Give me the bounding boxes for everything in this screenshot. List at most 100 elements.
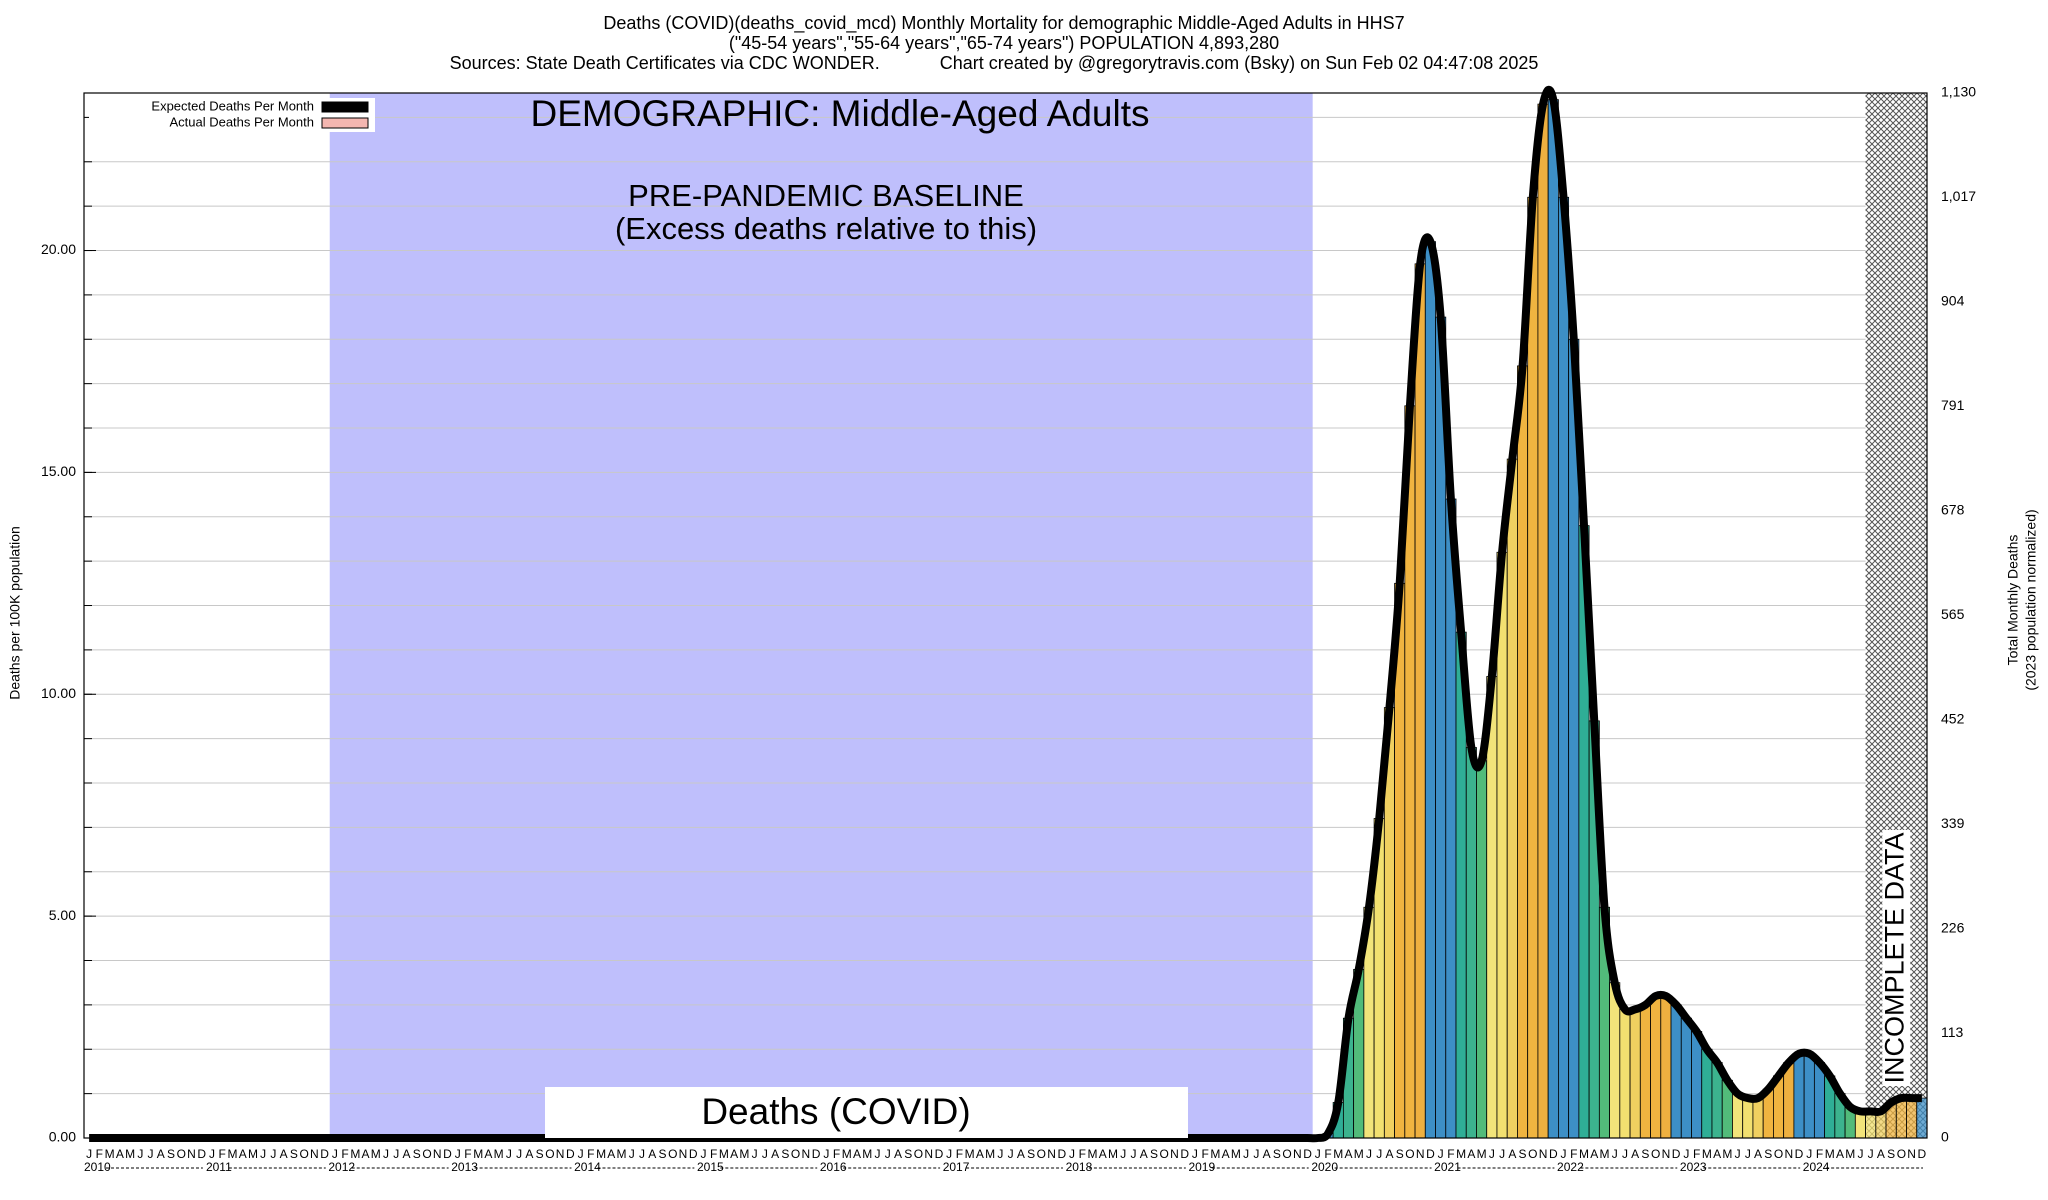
x-month-label: M — [1108, 1147, 1118, 1161]
x-month-label: D — [1180, 1147, 1189, 1161]
chart-title: Sources: State Death Certificates via CD… — [450, 53, 1539, 73]
y2-tick-label: 791 — [1941, 397, 1965, 413]
x-month-label: A — [239, 1147, 247, 1161]
x-month-label: N — [1416, 1147, 1425, 1161]
bar — [1639, 1004, 1651, 1139]
x-month-label: O — [1651, 1147, 1660, 1161]
x-month-label: M — [842, 1147, 852, 1161]
x-month-label: A — [1099, 1147, 1107, 1161]
x-month-label: J — [1192, 1147, 1198, 1161]
bar — [1414, 263, 1426, 1139]
x-month-label: M — [1599, 1147, 1609, 1161]
x-month-label: D — [689, 1147, 698, 1161]
x-month-label: J — [383, 1147, 389, 1161]
x-month-label: J — [1683, 1147, 1689, 1161]
bar — [1732, 1093, 1744, 1139]
x-month-label: O — [914, 1147, 923, 1161]
x-month-label: D — [1918, 1147, 1927, 1161]
x-month-label: F — [1324, 1147, 1331, 1161]
x-month-label: J — [1868, 1147, 1874, 1161]
x-month-label: A — [1140, 1147, 1148, 1161]
x-month-label: F — [464, 1147, 471, 1161]
x-month-label: O — [668, 1147, 677, 1161]
x-year-label: 2013 — [451, 1160, 478, 1174]
x-month-label: N — [1539, 1147, 1548, 1161]
x-month-label: J — [885, 1147, 891, 1161]
x-month-label: S — [1027, 1147, 1035, 1161]
x-month-label: A — [280, 1147, 288, 1161]
x-month-label: J — [332, 1147, 338, 1161]
bar — [1537, 103, 1549, 1139]
x-month-label: J — [629, 1147, 635, 1161]
bar — [1752, 1097, 1764, 1139]
x-month-label: O — [1160, 1147, 1169, 1161]
x-month-label: O — [1528, 1147, 1537, 1161]
x-month-label: F — [1816, 1147, 1823, 1161]
x-month-label: J — [1130, 1147, 1136, 1161]
y2-tick-label: 0 — [1941, 1129, 1949, 1145]
x-month-label: N — [924, 1147, 933, 1161]
x-year-label: 2017 — [943, 1160, 970, 1174]
x-month-label: A — [157, 1147, 165, 1161]
x-month-label: J — [752, 1147, 758, 1161]
x-month-label: D — [1549, 1147, 1558, 1161]
x-month-label: A — [1385, 1147, 1393, 1161]
measure-box — [545, 1087, 1188, 1138]
x-month-label: N — [1662, 1147, 1671, 1161]
x-month-label: J — [137, 1147, 143, 1161]
x-month-label: D — [320, 1147, 329, 1161]
x-month-label: D — [197, 1147, 206, 1161]
x-month-label: S — [536, 1147, 544, 1161]
x-month-label: M — [1333, 1147, 1343, 1161]
legend-swatch — [321, 101, 369, 113]
x-month-label: S — [1396, 1147, 1404, 1161]
bar — [1547, 99, 1559, 1139]
x-month-label: O — [1405, 1147, 1414, 1161]
x-month-label: F — [833, 1147, 840, 1161]
legend-swatch — [321, 117, 369, 129]
x-month-label: M — [1088, 1147, 1098, 1161]
x-month-label: M — [1702, 1147, 1712, 1161]
x-month-label: N — [556, 1147, 565, 1161]
x-month-label: M — [1825, 1147, 1835, 1161]
x-month-label: J — [260, 1147, 266, 1161]
x-month-label: J — [875, 1147, 881, 1161]
x-month-label: S — [1273, 1147, 1281, 1161]
x-month-label: N — [1784, 1147, 1793, 1161]
bar — [1742, 1097, 1754, 1139]
x-year-label: 2019 — [1188, 1160, 1215, 1174]
x-month-label: A — [771, 1147, 779, 1161]
chart-title: Deaths (COVID)(deaths_covid_mcd) Monthly… — [603, 13, 1404, 34]
x-month-label: J — [148, 1147, 154, 1161]
x-month-label: O — [1897, 1147, 1906, 1161]
x-month-label: A — [1263, 1147, 1271, 1161]
x-month-label: F — [1079, 1147, 1086, 1161]
chart-title: ("45-54 years","55-64 years","65-74 year… — [729, 33, 1279, 53]
x-month-label: M — [719, 1147, 729, 1161]
x-month-label: N — [1907, 1147, 1916, 1161]
x-month-label: O — [299, 1147, 308, 1161]
x-month-label: F — [1693, 1147, 1700, 1161]
bar — [1660, 995, 1672, 1139]
x-year-label: 2020 — [1311, 1160, 1338, 1174]
x-month-label: J — [1735, 1147, 1741, 1161]
y-tick-label: 10.00 — [41, 685, 76, 701]
x-month-label: A — [1222, 1147, 1230, 1161]
x-year-label: 2012 — [328, 1160, 355, 1174]
x-month-label: J — [1622, 1147, 1628, 1161]
x-month-label: A — [607, 1147, 615, 1161]
x-month-label: M — [617, 1147, 627, 1161]
x-month-label: J — [506, 1147, 512, 1161]
bar — [1476, 760, 1488, 1139]
x-month-label: A — [894, 1147, 902, 1161]
x-month-label: A — [116, 1147, 124, 1161]
x-month-label: A — [1877, 1147, 1885, 1161]
x-month-label: D — [1057, 1147, 1066, 1161]
bar — [1916, 1097, 1928, 1139]
x-month-label: N — [433, 1147, 442, 1161]
x-month-label: A — [1590, 1147, 1598, 1161]
bar — [1558, 196, 1570, 1139]
x-month-label: N — [679, 1147, 688, 1161]
x-month-label: O — [545, 1147, 554, 1161]
baseline-label: (Excess deaths relative to this) — [615, 211, 1037, 246]
